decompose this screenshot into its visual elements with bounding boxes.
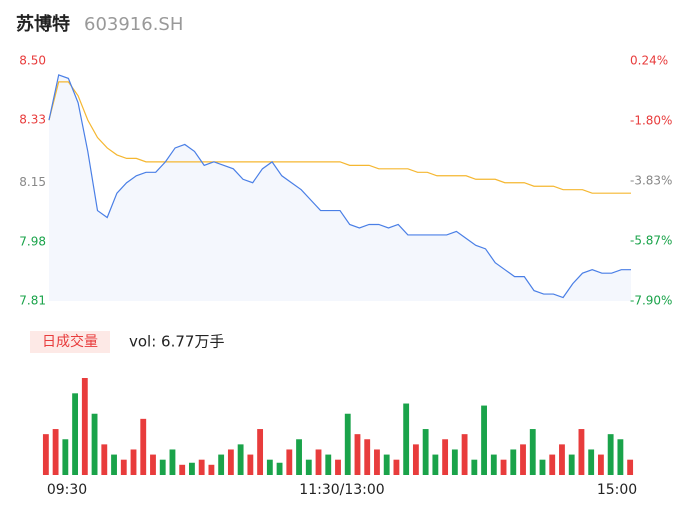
y-tick-label: 7.98 xyxy=(19,234,46,248)
volume-bar xyxy=(578,429,585,475)
stock-name: 苏博特 xyxy=(16,13,70,35)
y-tick-label: 8.50 xyxy=(19,54,46,68)
volume-bar xyxy=(276,462,283,475)
volume-bar xyxy=(257,429,264,475)
volume-bar xyxy=(617,439,624,475)
volume-summary: vol: 6.77万手 xyxy=(129,333,224,351)
volume-bar xyxy=(510,449,517,475)
volume-bar xyxy=(627,459,634,475)
volume-bar xyxy=(218,454,225,475)
volume-bar xyxy=(539,459,546,475)
volume-bar xyxy=(559,444,565,475)
stock-code: 603916.SH xyxy=(84,14,183,35)
volume-bar xyxy=(529,429,536,475)
volume-bar xyxy=(344,413,351,475)
volume-bar xyxy=(520,444,526,475)
volume-bar xyxy=(305,459,312,475)
volume-bar xyxy=(568,454,575,475)
volume-bar xyxy=(432,454,439,475)
volume-bar xyxy=(91,413,98,475)
volume-bar xyxy=(227,449,234,475)
volume-title: 日成交量 xyxy=(42,333,98,350)
x-tick-label: 15:00 xyxy=(597,482,637,498)
y-tick-label: 8.33 xyxy=(19,113,46,127)
volume-bar xyxy=(208,464,215,475)
volume-bar xyxy=(374,449,380,475)
volume-bar xyxy=(325,454,332,475)
volume-bar xyxy=(296,439,302,475)
volume-bar xyxy=(490,454,497,475)
line-average xyxy=(48,81,631,194)
volume-bar xyxy=(607,434,614,475)
y-tick-label: 7.81 xyxy=(19,294,46,308)
y2-tick-label: -7.90% xyxy=(630,294,672,308)
line-price xyxy=(48,74,631,299)
volume-bar xyxy=(412,444,419,475)
volume-bar xyxy=(179,464,186,475)
volume-bar xyxy=(72,393,79,475)
volume-bar xyxy=(422,429,429,475)
volume-bar xyxy=(237,444,244,475)
volume-bar xyxy=(461,434,468,475)
volume-bar xyxy=(101,444,108,475)
volume-bar xyxy=(130,449,137,475)
volume-bar xyxy=(442,439,449,475)
volume-bar xyxy=(150,454,156,475)
volume-bar xyxy=(81,378,88,475)
volume-bar xyxy=(383,454,390,475)
volume-bar xyxy=(451,449,458,475)
x-tick-label: 11:30/13:00 xyxy=(299,482,384,498)
volume-bar xyxy=(42,434,49,475)
volume-bar xyxy=(189,462,195,475)
volume-bar xyxy=(403,403,410,475)
y2-tick-label: -3.83% xyxy=(630,174,672,188)
volume-bar xyxy=(169,449,176,475)
volume-bar xyxy=(266,459,273,475)
volume-bar xyxy=(62,439,69,475)
x-tick-label: 09:30 xyxy=(47,482,87,498)
volume-bar xyxy=(364,439,371,475)
volume-bar xyxy=(588,449,595,475)
volume-bar xyxy=(335,459,341,475)
volume-bar xyxy=(140,418,147,475)
volume-bar xyxy=(159,459,166,475)
volume-bar xyxy=(481,405,487,475)
volume-bar xyxy=(393,459,400,475)
volume-bar xyxy=(549,454,556,475)
volume-bar xyxy=(52,429,59,475)
y2-tick-label: -5.87% xyxy=(630,234,672,248)
volume-bar xyxy=(315,449,322,475)
volume-badge xyxy=(30,331,110,353)
volume-bar xyxy=(500,459,507,475)
volume-bar xyxy=(120,459,127,475)
price-area xyxy=(49,74,631,301)
y-tick-label: 8.15 xyxy=(19,175,46,189)
volume-bar xyxy=(597,454,604,475)
volume-bar xyxy=(286,449,293,475)
volume-bar xyxy=(471,459,478,475)
y2-tick-label: -1.80% xyxy=(630,114,672,128)
volume-bar xyxy=(198,459,205,475)
volume-bar xyxy=(111,454,117,475)
y2-tick-label: 0.24% xyxy=(630,54,668,68)
volume-bar xyxy=(354,434,361,475)
volume-bar xyxy=(247,454,254,475)
